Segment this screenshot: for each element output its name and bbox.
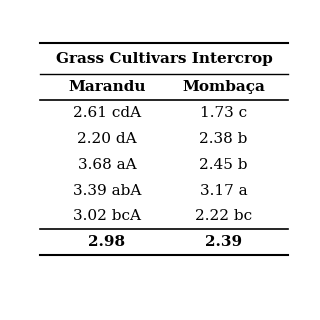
Text: 1.73 c: 1.73 c — [200, 106, 247, 120]
Text: 3.68 aA: 3.68 aA — [78, 158, 136, 172]
Text: 2.38 b: 2.38 b — [199, 132, 248, 146]
Text: Grass Cultivars Intercrop: Grass Cultivars Intercrop — [56, 52, 272, 66]
Text: 2.45 b: 2.45 b — [199, 158, 248, 172]
Text: 2.61 cdA: 2.61 cdA — [73, 106, 141, 120]
Text: 3.17 a: 3.17 a — [200, 184, 247, 197]
Text: 3.02 bcA: 3.02 bcA — [73, 209, 141, 223]
Text: 3.39 abA: 3.39 abA — [73, 184, 141, 197]
Text: Mombaça: Mombaça — [182, 80, 265, 94]
Text: 2.20 dA: 2.20 dA — [77, 132, 137, 146]
Text: 2.22 bc: 2.22 bc — [195, 209, 252, 223]
Text: Marandu: Marandu — [68, 80, 146, 94]
Text: 2.98: 2.98 — [88, 235, 125, 249]
Text: 2.39: 2.39 — [205, 235, 242, 249]
